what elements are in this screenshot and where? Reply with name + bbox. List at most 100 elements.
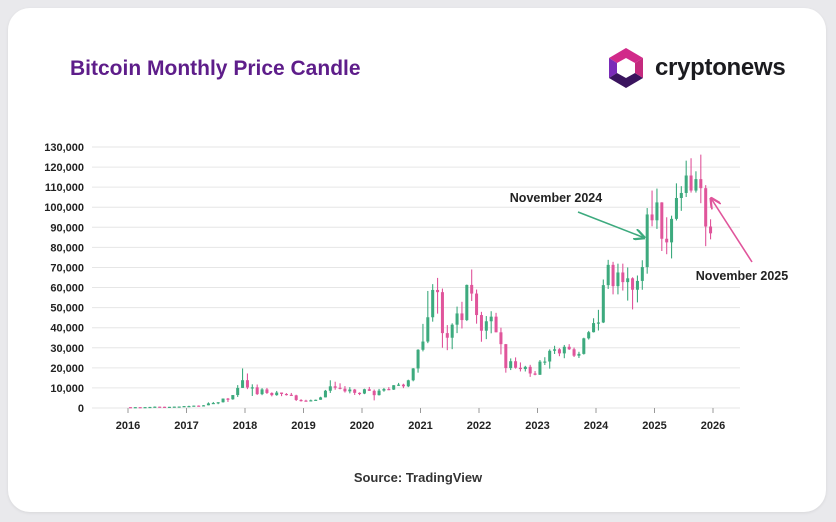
candle-body xyxy=(128,407,132,409)
candle-body xyxy=(631,278,635,290)
candle xyxy=(265,387,269,394)
candle-body xyxy=(421,341,425,350)
candle xyxy=(553,345,557,354)
candle xyxy=(592,318,596,333)
candle-body xyxy=(148,406,152,409)
candle-body xyxy=(533,373,537,375)
candle-body xyxy=(616,272,620,287)
y-tick-label: 50,000 xyxy=(50,303,84,315)
candle xyxy=(450,323,454,350)
candle xyxy=(226,397,230,402)
candle-body xyxy=(245,380,249,388)
candle-body xyxy=(499,332,503,345)
candle xyxy=(260,388,264,396)
candle-body xyxy=(167,406,171,408)
chart-title: Bitcoin Monthly Price Candle xyxy=(70,57,361,80)
candle-body xyxy=(231,395,235,400)
candle-body xyxy=(314,399,318,401)
candle-body xyxy=(445,333,449,338)
candle xyxy=(284,393,288,396)
candle xyxy=(470,269,474,301)
candle-body xyxy=(709,226,713,234)
candle xyxy=(611,261,615,295)
candle xyxy=(489,311,493,334)
candle xyxy=(631,277,635,310)
candle-body xyxy=(475,293,479,316)
candle xyxy=(475,289,479,324)
y-tick-label: 120,000 xyxy=(44,162,84,174)
candle xyxy=(289,392,293,396)
candle-body xyxy=(699,179,703,189)
candle-body xyxy=(348,389,352,392)
candle-body xyxy=(670,218,674,243)
y-tick-label: 60,000 xyxy=(50,283,84,295)
candles xyxy=(128,154,713,409)
candle-body xyxy=(367,389,371,391)
y-tick-label: 10,000 xyxy=(50,383,84,395)
x-tick-label: 2019 xyxy=(291,420,315,432)
candle xyxy=(138,407,142,409)
candle-body xyxy=(382,389,386,391)
candle-body xyxy=(635,280,639,290)
candle-body xyxy=(343,388,347,392)
candle-body xyxy=(596,322,600,324)
candle-body xyxy=(606,264,610,286)
candle-body xyxy=(250,387,254,389)
candle-body xyxy=(172,406,176,408)
candle-body xyxy=(358,392,362,395)
y-tick-label: 90,000 xyxy=(50,222,84,234)
candle xyxy=(582,337,586,355)
candle xyxy=(548,349,552,369)
candle xyxy=(231,395,235,400)
candle-body xyxy=(674,197,678,219)
candle xyxy=(348,387,352,394)
candle xyxy=(163,406,167,408)
candle xyxy=(323,389,327,398)
candle xyxy=(372,389,376,401)
candle-body xyxy=(577,353,581,356)
candle xyxy=(626,267,630,301)
candle-body xyxy=(528,366,532,374)
candle xyxy=(177,406,181,408)
cryptonews-logo-icon xyxy=(609,48,643,88)
candle xyxy=(333,381,337,390)
candle-body xyxy=(538,361,542,375)
annotation-arrow-nov-2024 xyxy=(577,211,643,237)
candle-body xyxy=(372,390,376,396)
candle xyxy=(245,373,249,390)
candle xyxy=(528,364,532,377)
candle-body xyxy=(640,267,644,281)
source-note: Source: TradingView xyxy=(353,470,483,485)
candle-body xyxy=(265,389,269,393)
candle xyxy=(523,365,527,372)
y-tick-label: 110,000 xyxy=(45,182,84,194)
candle xyxy=(621,263,625,291)
candle xyxy=(221,398,225,403)
candle-body xyxy=(587,332,591,339)
candle xyxy=(387,387,391,391)
candle-body xyxy=(694,179,698,191)
x-tick-label: 2026 xyxy=(701,420,725,432)
candle-body xyxy=(153,406,157,408)
candle xyxy=(670,215,674,259)
candle-body xyxy=(284,393,288,396)
y-tick-label: 30,000 xyxy=(50,343,84,355)
x-tick-label: 2025 xyxy=(642,420,666,432)
candle xyxy=(172,406,176,408)
candle-body xyxy=(236,387,240,396)
annotation-arrow-nov-2025 xyxy=(712,199,753,263)
candle-body xyxy=(353,389,357,393)
candle-body xyxy=(319,397,323,400)
candle xyxy=(401,383,405,389)
candle-body xyxy=(650,214,654,221)
brand-logo[interactable]: cryptonews xyxy=(609,48,786,88)
candle xyxy=(392,385,396,390)
candle xyxy=(236,385,240,397)
candle-body xyxy=(275,392,279,396)
grid-lines xyxy=(92,146,740,409)
candle xyxy=(250,384,254,396)
candle-body xyxy=(689,175,693,191)
candle xyxy=(616,263,620,295)
candle-body xyxy=(362,389,366,394)
